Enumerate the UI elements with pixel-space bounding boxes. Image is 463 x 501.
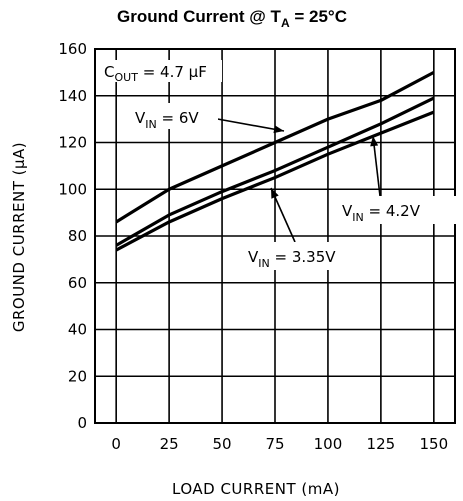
- y-tick-label: 100: [58, 180, 87, 198]
- y-tick-label: 140: [58, 87, 87, 105]
- series-label-6v-prefix: V: [135, 109, 146, 127]
- arrow-6v: [211, 117, 285, 132]
- series-line-6v: [115, 70, 435, 224]
- y-tick-label: 80: [68, 227, 87, 245]
- y-axis-label: GROUND CURRENT (μA): [10, 142, 28, 332]
- arrow-6v-head: [273, 125, 284, 134]
- plot-frame: [94, 48, 456, 424]
- series-label-3v35: VIN = 3.35V: [248, 248, 336, 270]
- x-tick-label: 25: [160, 435, 179, 453]
- x-tick-label: 100: [314, 435, 343, 453]
- y-tick-label: 40: [68, 321, 87, 339]
- series-layer: [115, 70, 435, 252]
- cout-annotation-prefix: C: [104, 63, 114, 81]
- chart-title-subscript: A: [281, 16, 290, 30]
- cout-annotation-bg: [102, 60, 222, 82]
- series-label-6v-bg: [132, 103, 218, 129]
- y-tick-label: 160: [58, 40, 87, 58]
- series-label-6v-suffix: = 6V: [157, 109, 200, 127]
- series-label-3v35-subscript: IN: [258, 257, 269, 270]
- series-line-4v2: [115, 96, 435, 247]
- arrow-3v35-head: [271, 188, 279, 199]
- series-label-4v2: VIN = 4.2V: [342, 202, 421, 224]
- arrow-4v2-head: [370, 136, 379, 147]
- series-label-4v2-subscript: IN: [352, 211, 363, 224]
- cout-annotation-suffix: = 4.7 μF: [138, 63, 207, 81]
- chart-title-prefix: Ground Current @ T: [117, 7, 282, 26]
- x-tick-label: 75: [265, 435, 284, 453]
- series-label-3v35-bg: [244, 242, 374, 270]
- series-label-3v35-suffix: = 3.35V: [270, 248, 337, 266]
- arrow-4v2: [372, 135, 381, 197]
- chart-title-suffix: = 25°C: [290, 7, 347, 26]
- y-tick-label: 120: [58, 134, 87, 152]
- series-label-4v2-suffix: = 4.2V: [364, 202, 421, 220]
- y-tick-label: 20: [68, 367, 87, 385]
- series-label-6v-subscript: IN: [145, 118, 156, 131]
- x-axis-label: LOAD CURRENT (mA): [172, 480, 340, 498]
- series-line-3v35: [115, 110, 435, 252]
- tick-layer: 0 25 50 75 100 125 150 0 20 40 60 80 100 120 140 160: [58, 40, 448, 453]
- y-tick-label: 60: [68, 274, 87, 292]
- cout-annotation: COUT = 4.7 μF: [104, 63, 207, 84]
- series-label-3v35-prefix: V: [248, 248, 259, 266]
- x-tick-label: 50: [213, 435, 232, 453]
- x-tick-label: 125: [367, 435, 396, 453]
- series-label-4v2-bg: [338, 196, 456, 224]
- x-tick-label: 0: [111, 435, 121, 453]
- chart-title: Ground Current @ TA = 25°C: [117, 7, 347, 30]
- series-label-4v2-prefix: V: [342, 202, 353, 220]
- series-label-6v: VIN = 6V: [135, 109, 199, 131]
- y-tick-label: 0: [77, 414, 87, 432]
- cout-annotation-subscript: OUT: [114, 71, 138, 84]
- x-tick-label: 150: [420, 435, 449, 453]
